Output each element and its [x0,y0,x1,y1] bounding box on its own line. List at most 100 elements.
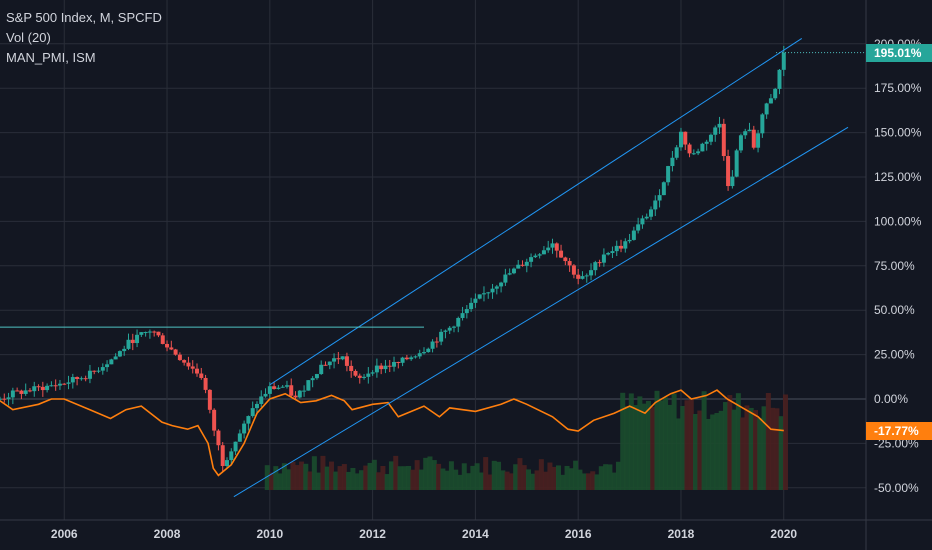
candle-body [23,390,28,394]
volume-bar [748,407,754,490]
volume-bar [620,392,626,490]
candle-body [648,209,653,217]
candle-body [494,286,499,289]
candle-body [0,398,2,400]
candle-body [212,409,217,431]
candle-body [511,268,516,274]
candle-body [614,245,619,252]
candle-body [276,387,281,389]
volume-bar [667,404,673,490]
volume-bar [585,473,591,490]
candle-body [57,383,62,386]
x-tick-label: 2018 [668,527,695,541]
volume-bar [680,405,686,490]
volume-bar [710,414,716,490]
candle-body [670,157,675,167]
volume-bar [577,469,583,490]
volume-bar [414,460,420,490]
candle-body [473,298,478,303]
candle-body [15,390,20,392]
candle-body [447,327,452,331]
volume-bar [341,464,347,490]
candle-body [169,347,174,350]
candle-body [374,365,379,373]
volume-bar [363,465,369,490]
volume-bar [628,393,634,490]
candle-body [297,390,302,398]
volume-bar [705,418,711,490]
candle-body [139,332,144,335]
volume-bar [436,463,442,490]
candle-body [426,348,431,353]
candle-body [704,141,709,144]
candle-body [105,364,110,368]
candle-body [126,339,131,349]
candle-body [92,370,97,372]
candle-body [606,252,611,255]
volume-bar [264,465,270,490]
volume-bar [530,473,536,490]
channel-lower-line[interactable] [233,126,849,498]
volume-bar [453,469,459,490]
x-tick-label: 2008 [154,527,181,541]
volume-bar [731,409,737,490]
candle-body [537,254,542,256]
candle-body [362,376,367,378]
volume-bar [337,466,343,490]
volume-bar [658,400,664,490]
volume-bar [423,457,429,490]
candle-body [165,343,170,348]
volume-bar [654,390,660,490]
candle-body [760,114,765,134]
legend-volume[interactable]: Vol (20) [6,30,51,45]
legend-pmi[interactable]: MAN_PMI, ISM [6,50,96,65]
candle-body [36,386,41,388]
candle-body [464,309,469,314]
candle-body [177,354,182,361]
volume-bar [491,460,497,490]
volume-bar [328,461,334,490]
candle-body [434,341,439,343]
candle-body [160,335,165,344]
candle-body [610,251,615,253]
volume-bar [723,402,729,490]
candle-body [49,385,54,387]
candle-body [490,288,495,293]
volume-bar [714,413,720,490]
volume-bar [376,472,382,490]
volume-bar [367,462,373,490]
volume-bar [615,461,621,490]
volume-bar [770,407,776,490]
volume-bar [782,394,788,490]
candle-body [559,250,564,258]
volume-bar [371,459,377,490]
volume-bar [735,393,741,490]
legend-symbol[interactable]: S&P 500 Index, M, SPCFD [6,10,162,25]
volume-bar [650,406,656,490]
volume-bar [774,408,780,490]
candle-body [627,239,632,242]
candle-body [541,250,546,255]
volume-bar [324,466,330,490]
x-tick-label: 2020 [770,527,797,541]
candle-body [563,257,568,262]
candle-body [640,218,645,225]
volume-bar [269,472,275,490]
candle-body [357,375,362,378]
candle-body [734,150,739,177]
candle-body [571,265,576,275]
volume-bar [521,465,527,490]
volume-bar [581,473,587,490]
candle-body [533,255,538,258]
volume-bar [765,392,771,490]
candle-body [45,385,50,391]
candle-body [62,383,67,385]
candle-body [220,445,225,466]
volume-bar [397,466,403,490]
candle-body [203,377,208,390]
candle-body [507,273,512,275]
candle-body [130,339,135,344]
volume-bar [684,400,690,490]
volume-bar [757,418,763,490]
